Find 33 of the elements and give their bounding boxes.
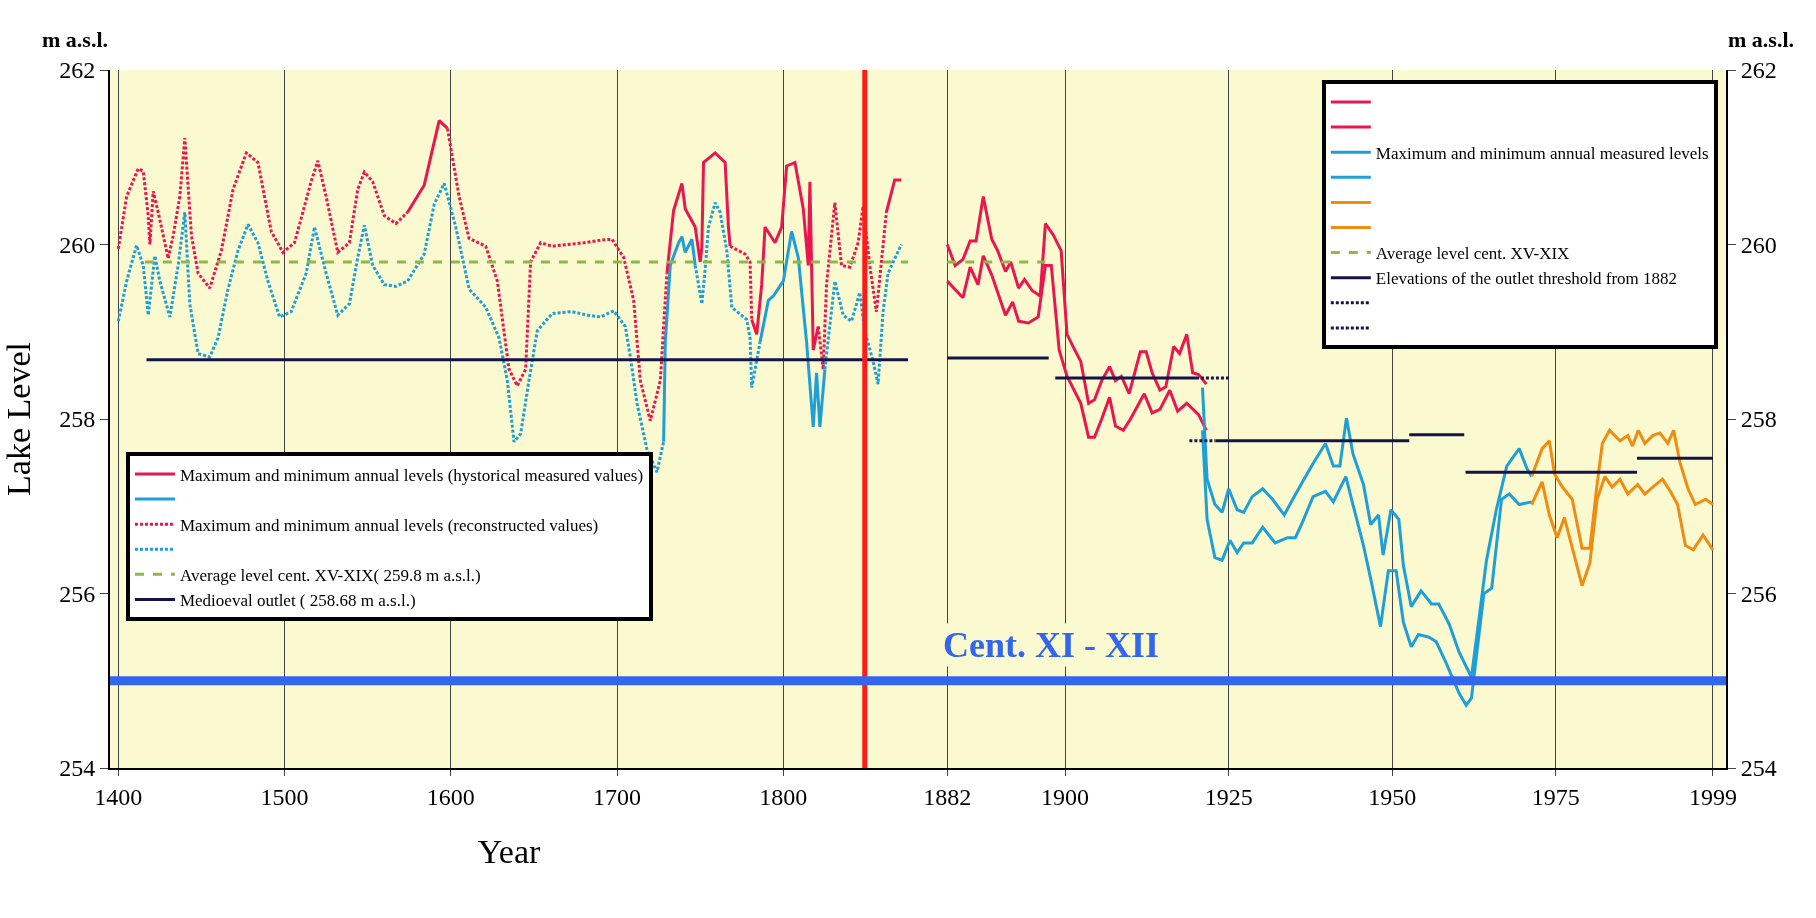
y2-tick-label: 256 — [1740, 580, 1777, 607]
legend-label: Maximum and minimum annual measured levels — [1375, 143, 1709, 163]
y2-tick-label: 254 — [1740, 755, 1777, 782]
x-axis-title: Year — [477, 832, 541, 870]
y2-tick-label: 262 — [1740, 57, 1777, 84]
x-tick-label: 1800 — [759, 783, 808, 810]
y2-tick-label: 260 — [1740, 231, 1777, 258]
y2-tick-label: 258 — [1740, 406, 1777, 433]
y-tick-label: 256 — [59, 580, 96, 607]
x-tick-label: 1500 — [260, 783, 309, 810]
legend-label: Average level cent. XV-XIX( 259.8 m a.s.l.) — [179, 566, 481, 585]
y-tick-label: 262 — [59, 57, 96, 84]
x-tick-label: 1700 — [593, 783, 642, 810]
y-tick-label: 254 — [59, 755, 96, 782]
x-tick-label: 1882 — [923, 783, 972, 810]
x-tick-label: 1600 — [426, 783, 475, 810]
text: m a.s.l. — [42, 27, 108, 52]
x-tick-label: 1999 — [1688, 783, 1737, 810]
x-tick-label: 1925 — [1204, 783, 1253, 810]
x-tick-label: 1400 — [94, 783, 143, 810]
x-tick-label: 1900 — [1041, 783, 1090, 810]
y-axis-title: Lake Level — [0, 342, 37, 496]
ref-line-label: Cent. XI - XII — [943, 625, 1159, 665]
legend-label: Maximum and minimum annual levels (hystorical measured values) — [179, 465, 644, 485]
y-tick-label: 258 — [59, 406, 96, 433]
legend-label: Average level cent. XV-XIX — [1375, 244, 1570, 264]
x-tick-label: 1950 — [1368, 783, 1417, 810]
legend-label: Elevations of the outlet threshold from 1882 — [1375, 269, 1678, 289]
legend-label: Medioeval outlet ( 258.68 m a.s.l.) — [179, 591, 416, 611]
text: m a.s.l. — [1728, 27, 1794, 52]
y-tick-label: 260 — [59, 231, 96, 258]
x-tick-label: 1975 — [1531, 783, 1580, 810]
legend-label: Maximum and minimum annual levels (reconstructed values) — [179, 515, 599, 535]
